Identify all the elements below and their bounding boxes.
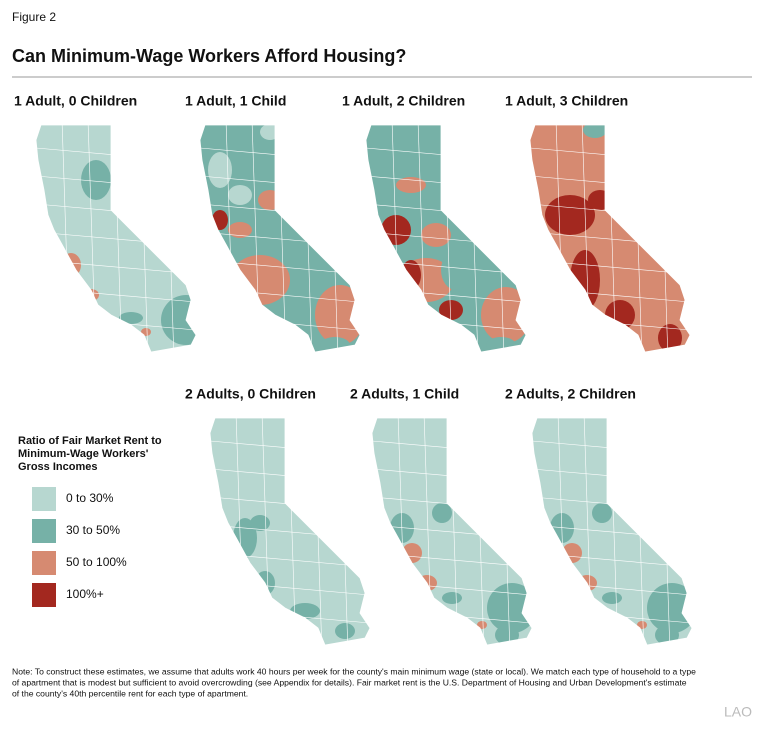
state-border [209, 417, 371, 646]
county-region [570, 250, 600, 310]
legend-swatch [32, 551, 56, 575]
county-region [477, 621, 487, 629]
state-outline [210, 418, 370, 645]
county-region [481, 287, 526, 343]
county-map [531, 417, 693, 646]
county-region [655, 625, 679, 645]
note-line: of apartment that is modest but sufficie… [12, 677, 687, 687]
county-region [647, 583, 692, 633]
panel-title: 1 Adult, 0 Children [14, 93, 137, 109]
state-border [529, 124, 691, 353]
county-map [209, 417, 371, 646]
state-border [365, 124, 527, 353]
title: Can Minimum-Wage Workers Afford Housing? [12, 46, 406, 66]
panel-title: 2 Adults, 2 Children [505, 386, 636, 402]
county-region [605, 300, 635, 330]
county-region [402, 543, 422, 563]
legend-swatch [32, 583, 56, 607]
state-outline [372, 418, 532, 645]
county-region [562, 543, 582, 563]
county-region [230, 255, 290, 305]
state-outline [532, 418, 692, 645]
county-region [315, 285, 360, 345]
county-map [371, 417, 533, 646]
logo: LAO [724, 704, 752, 720]
county-region [439, 300, 463, 320]
state-border [35, 124, 197, 353]
panel-title: 1 Adult, 2 Children [342, 93, 465, 109]
county-region [228, 185, 252, 205]
county-region [583, 125, 607, 138]
state-border [199, 124, 361, 353]
county-region [228, 222, 252, 238]
county-region [141, 328, 151, 336]
legend-label: 0 to 30% [66, 491, 114, 505]
panel-title: 2 Adults, 0 Children [185, 386, 316, 402]
county-map [199, 124, 361, 353]
county-region [208, 152, 232, 188]
county-region [545, 195, 595, 235]
legend-label: 50 to 100% [66, 555, 127, 569]
county-region [396, 177, 426, 193]
legend-swatch [32, 519, 56, 543]
county-region [432, 503, 452, 523]
county-region [335, 623, 355, 639]
state-outline [200, 125, 360, 352]
county-map [529, 124, 691, 353]
county-region [658, 324, 682, 352]
county-region [250, 515, 270, 531]
state-outline [530, 125, 690, 352]
legend-title: Minimum-Wage Workers' [18, 448, 149, 460]
county-region [260, 125, 280, 140]
legend-title: Ratio of Fair Market Rent to [18, 435, 162, 447]
county-region [588, 190, 612, 210]
legend-swatch [32, 487, 56, 511]
panel-title: 1 Adult, 3 Children [505, 93, 628, 109]
state-border [371, 417, 533, 646]
county-map [35, 124, 197, 353]
county-region [81, 160, 111, 200]
legend-label: 30 to 50% [66, 523, 120, 537]
county-region [592, 503, 612, 523]
county-map [365, 124, 527, 353]
county-region [421, 223, 451, 247]
state-outline [36, 125, 196, 352]
state-border [531, 417, 693, 646]
county-region [442, 592, 462, 604]
county-region [602, 592, 622, 604]
county-region [637, 621, 647, 629]
county-region [441, 250, 471, 290]
figure-label: Figure 2 [12, 10, 56, 24]
panel-title: 1 Adult, 1 Child [185, 93, 286, 109]
legend-title: Gross Incomes [18, 461, 97, 473]
note-line: Note: To construct these estimates, we a… [12, 666, 696, 676]
note-line: of the county's 40th percentile rent for… [12, 688, 248, 698]
county-region [119, 312, 143, 324]
legend-label: 100%+ [66, 587, 104, 601]
county-region [487, 583, 532, 633]
panel-title: 2 Adults, 1 Child [350, 386, 459, 402]
county-region [495, 625, 519, 645]
county-region [258, 190, 282, 210]
county-region [61, 253, 81, 277]
